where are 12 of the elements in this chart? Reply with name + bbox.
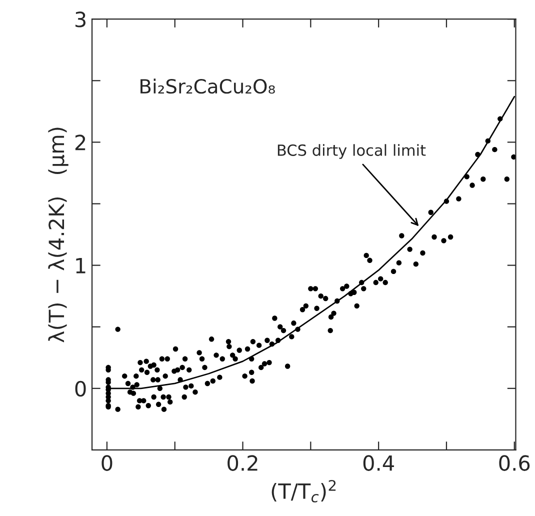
y-tick-label: 0 [75,380,86,397]
y-axis-title: λ(T) − λ(4.2K) (μm) [48,128,68,342]
x-tick-label: 0.4 [363,455,394,471]
x-tick-label: 0 [102,455,112,471]
x-tick-label: 0.2 [228,455,258,471]
x-tick-label: 0.6 [499,455,530,471]
y-tick-label: 2 [75,134,86,150]
x-axis-title: (T/T$_{c}$)$^{2}$ [272,480,336,502]
annotation: Bi₂Sr₂CaCu₂O₈ [140,78,275,94]
y-tick-label: 3 [75,12,86,28]
annotation: BCS dirty local limit [278,144,426,159]
y-tick-label: 1 [76,258,86,274]
